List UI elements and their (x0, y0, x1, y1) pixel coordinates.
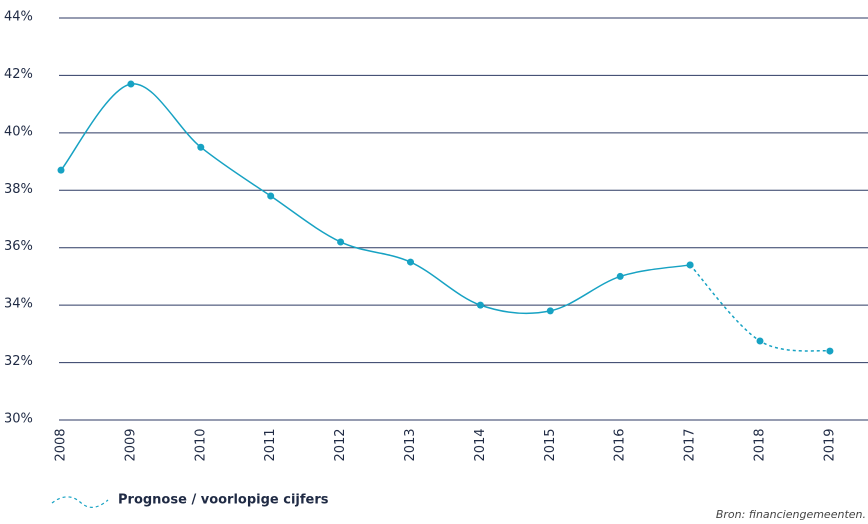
x-tick-label: 2008 (54, 428, 69, 461)
y-tick-label: 42% (4, 67, 33, 82)
point (686, 261, 694, 269)
point (476, 301, 484, 309)
point (826, 347, 834, 355)
point (127, 80, 135, 88)
y-tick-label: 40% (4, 124, 33, 139)
point (407, 258, 414, 266)
x-tick-label: 2010 (193, 428, 208, 461)
y-tick-label: 30% (4, 412, 33, 427)
point (756, 337, 764, 345)
x-tick-label: 2012 (333, 428, 348, 461)
x-tick-label: 2018 (753, 428, 768, 461)
y-tick-label: 44% (4, 10, 33, 25)
x-tick-label: 2019 (822, 428, 837, 461)
x-tick-label: 2009 (123, 428, 138, 461)
point (57, 166, 65, 174)
x-tick-label: 2011 (263, 428, 278, 461)
point (546, 307, 554, 315)
series-line (60, 83, 691, 315)
x-tick-label: 2014 (473, 428, 488, 461)
x-tick-label: 2016 (613, 428, 628, 461)
x-tick-label: 2015 (543, 428, 558, 461)
y-tick-label: 34% (4, 297, 33, 312)
y-tick-label: 32% (4, 354, 33, 369)
point (267, 192, 275, 200)
y-tick-label: 36% (4, 239, 33, 254)
point (616, 272, 624, 280)
y-tick-label: 38% (4, 182, 33, 197)
legend-label: Prognose / voorlopige cijfers (118, 493, 329, 508)
legend-swatch (51, 496, 109, 508)
x-tick-label: 2017 (683, 428, 698, 461)
point (337, 238, 345, 246)
point (197, 143, 205, 151)
x-tick-label: 2013 (403, 428, 418, 461)
source: Bron: financiengemeenten. (716, 508, 866, 521)
